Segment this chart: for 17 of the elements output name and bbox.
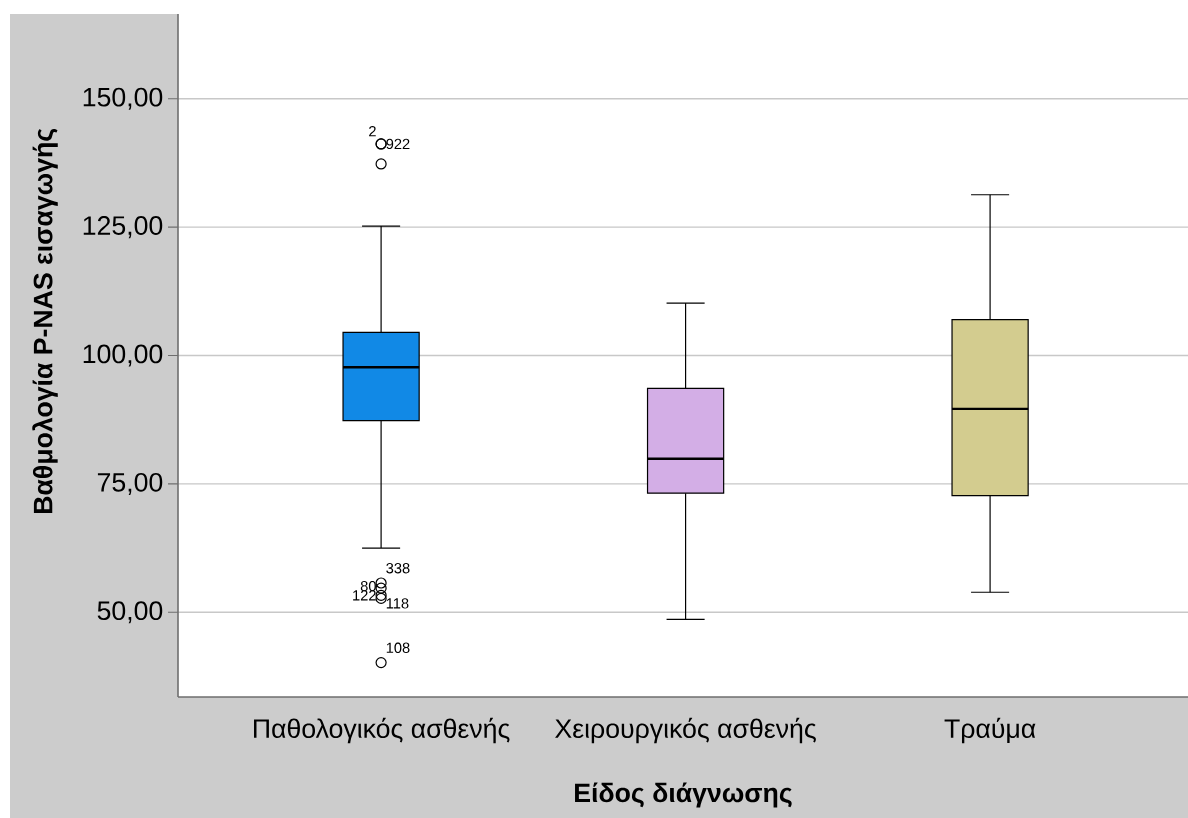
y-tick-label: 125,00 xyxy=(83,216,163,239)
annotation: 108 xyxy=(386,642,410,653)
x-tick-label: Χειρουργικός ασθενής xyxy=(555,717,816,744)
x-tick-label: Τραύμα xyxy=(944,717,1036,744)
y-axis-title: Βαθμολογία P-NAS εισαγωγής xyxy=(32,128,58,514)
x-axis-title: Είδος διάγνωσης xyxy=(575,782,792,808)
y-tick-label: 150,00 xyxy=(83,87,163,110)
y-tick-label: 50,00 xyxy=(97,601,163,624)
annotation: 80 xyxy=(360,580,376,592)
y-tick-label: 100,00 xyxy=(83,344,163,367)
annotation: 122 xyxy=(353,590,376,601)
annotation: 118 xyxy=(386,598,409,609)
annotation: 922 xyxy=(386,138,410,150)
annotation: 2 xyxy=(369,126,376,137)
x-tick-label: Παθολογικός ασθενής xyxy=(254,717,510,744)
y-tick-label: 75,00 xyxy=(97,472,163,495)
annotation: 338 xyxy=(386,563,410,574)
